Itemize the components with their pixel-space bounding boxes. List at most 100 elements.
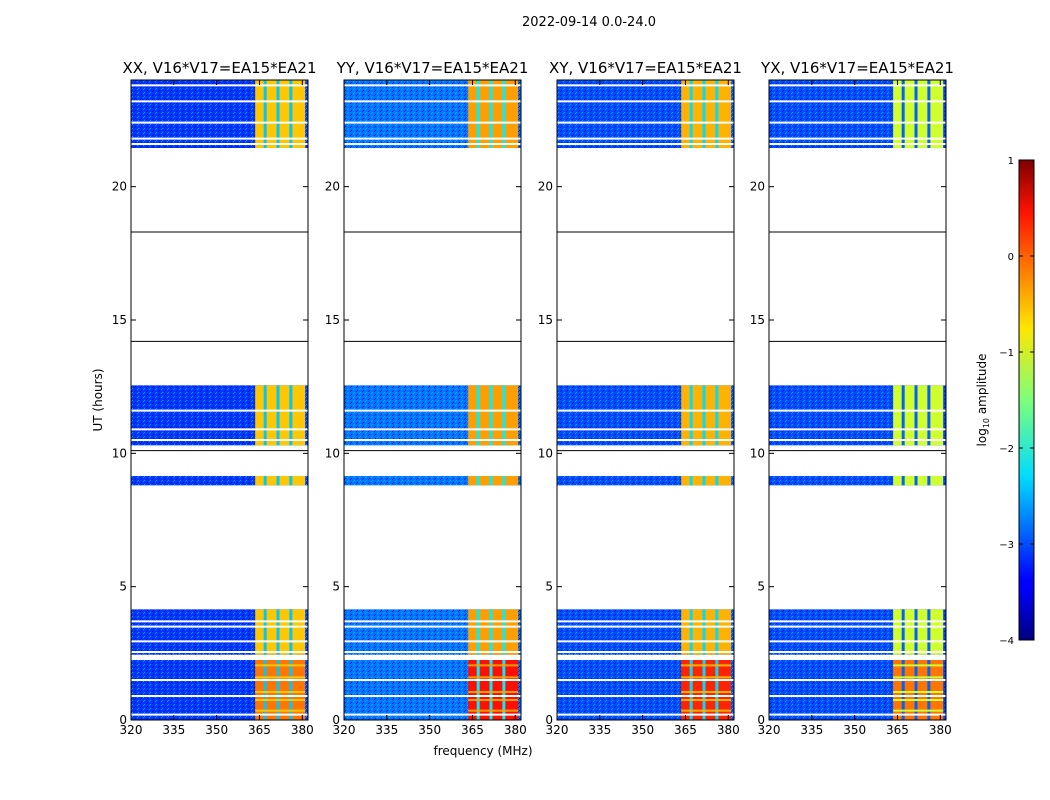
data-block-noise [131, 476, 308, 486]
rfi-notch [715, 476, 719, 486]
rfi-notch [276, 476, 280, 486]
colorbar-tick-label: −2 [999, 444, 1014, 455]
colorbar-tick-label: −1 [999, 348, 1014, 359]
rfi-notch [489, 476, 493, 486]
y-tick-label: 5 [545, 580, 553, 594]
data-block-noise [769, 476, 946, 486]
panel-frame [768, 79, 947, 721]
y-tick-label: 0 [757, 713, 765, 727]
rfi-notch [689, 80, 693, 148]
rfi-notch [289, 476, 293, 486]
rfi-notch [901, 476, 905, 486]
panel-title: XY, V16*V17=EA15*EA21 [549, 59, 742, 77]
y-tick-label: 5 [757, 580, 765, 594]
rfi-notch [702, 80, 706, 148]
rfi-notch [914, 80, 918, 148]
x-tick-label: 350 [205, 723, 228, 737]
y-tick-label: 0 [119, 713, 127, 727]
panel-frame [343, 79, 522, 721]
rfi-notch [263, 609, 267, 655]
rfi-notch [901, 80, 905, 148]
rfi-band [468, 609, 519, 655]
rfi-notch [715, 660, 719, 720]
rfi-band [681, 385, 732, 446]
rfi-notch [689, 660, 693, 720]
x-tick-label: 365 [248, 723, 271, 737]
colorbar-tick-label: −4 [999, 636, 1014, 647]
x-tick-label: 380 [291, 723, 314, 737]
rfi-notch [489, 80, 493, 148]
rfi-notch [276, 660, 280, 720]
rfi-notch [901, 660, 905, 720]
rfi-notch [702, 385, 706, 446]
rfi-notch [914, 385, 918, 446]
x-tick-label: 335 [375, 723, 398, 737]
rfi-notch [715, 609, 719, 655]
x-tick-label: 365 [674, 723, 697, 737]
rfi-notch [263, 660, 267, 720]
rfi-band [468, 385, 519, 446]
y-tick-label: 5 [332, 580, 340, 594]
x-tick-label: 380 [717, 723, 740, 737]
rfi-notch [702, 660, 706, 720]
x-tick-label: 335 [800, 723, 823, 737]
panel-title: YY, V16*V17=EA15*EA21 [336, 59, 529, 77]
rfi-notch [914, 609, 918, 655]
rfi-notch [502, 80, 506, 148]
panel-frame [556, 79, 735, 721]
rfi-notch [476, 660, 480, 720]
colorbar: −4 −3 −2 −1 0 1 log10 amplitude [975, 156, 1035, 647]
rfi-notch [489, 385, 493, 446]
rfi-notch [289, 80, 293, 148]
data-block-noise [344, 476, 521, 486]
rfi-band [255, 385, 306, 446]
rfi-notch [289, 609, 293, 655]
x-tick-label: 365 [886, 723, 909, 737]
x-tick-label: 335 [588, 723, 611, 737]
panel-yy: YY, V16*V17=EA15*EA21 320 335 350 365 380 0 5 10… [325, 59, 529, 737]
rfi-notch [689, 609, 693, 655]
rfi-notch [689, 385, 693, 446]
rfi-band [681, 609, 732, 655]
x-tick-label: 350 [631, 723, 654, 737]
rfi-notch [715, 80, 719, 148]
rfi-band [681, 80, 732, 148]
y-tick-label: 10 [112, 446, 127, 460]
rfi-notch [927, 660, 931, 720]
rfi-notch [476, 385, 480, 446]
y-tick-label: 20 [112, 180, 127, 194]
x-tick-label: 350 [843, 723, 866, 737]
y-axis-label: UT (hours) [91, 368, 105, 431]
y-tick-label: 10 [325, 446, 340, 460]
panel-xy: XY, V16*V17=EA15*EA21 320 335 350 365 380 0 5 10… [538, 59, 742, 737]
rfi-band [468, 476, 519, 486]
rfi-notch [502, 660, 506, 720]
x-tick-label: 320 [546, 723, 569, 737]
y-tick-label: 10 [538, 446, 553, 460]
panel-yx: YX, V16*V17=EA15*EA21 320 335 350 365 380 0 5 10… [750, 59, 954, 737]
panel-title: YX, V16*V17=EA15*EA21 [760, 59, 954, 77]
rfi-notch [276, 609, 280, 655]
rfi-notch [276, 385, 280, 446]
rfi-notch [489, 609, 493, 655]
x-tick-label: 380 [929, 723, 952, 737]
figure-title: 2022-09-14 0.0-24.0 [522, 15, 656, 30]
rfi-notch [489, 660, 493, 720]
y-tick-label: 15 [538, 313, 553, 327]
rfi-band [468, 80, 519, 148]
rfi-notch [914, 660, 918, 720]
rfi-notch [715, 385, 719, 446]
x-tick-label: 320 [333, 723, 356, 737]
rfi-notch [289, 660, 293, 720]
x-tick-label: 320 [758, 723, 781, 737]
rfi-notch [476, 609, 480, 655]
rfi-band [893, 609, 944, 655]
y-tick-label: 15 [325, 313, 340, 327]
rfi-notch [914, 476, 918, 486]
x-tick-label: 380 [504, 723, 527, 737]
rfi-notch [927, 609, 931, 655]
rfi-notch [702, 609, 706, 655]
rfi-notch [476, 476, 480, 486]
rfi-notch [901, 385, 905, 446]
